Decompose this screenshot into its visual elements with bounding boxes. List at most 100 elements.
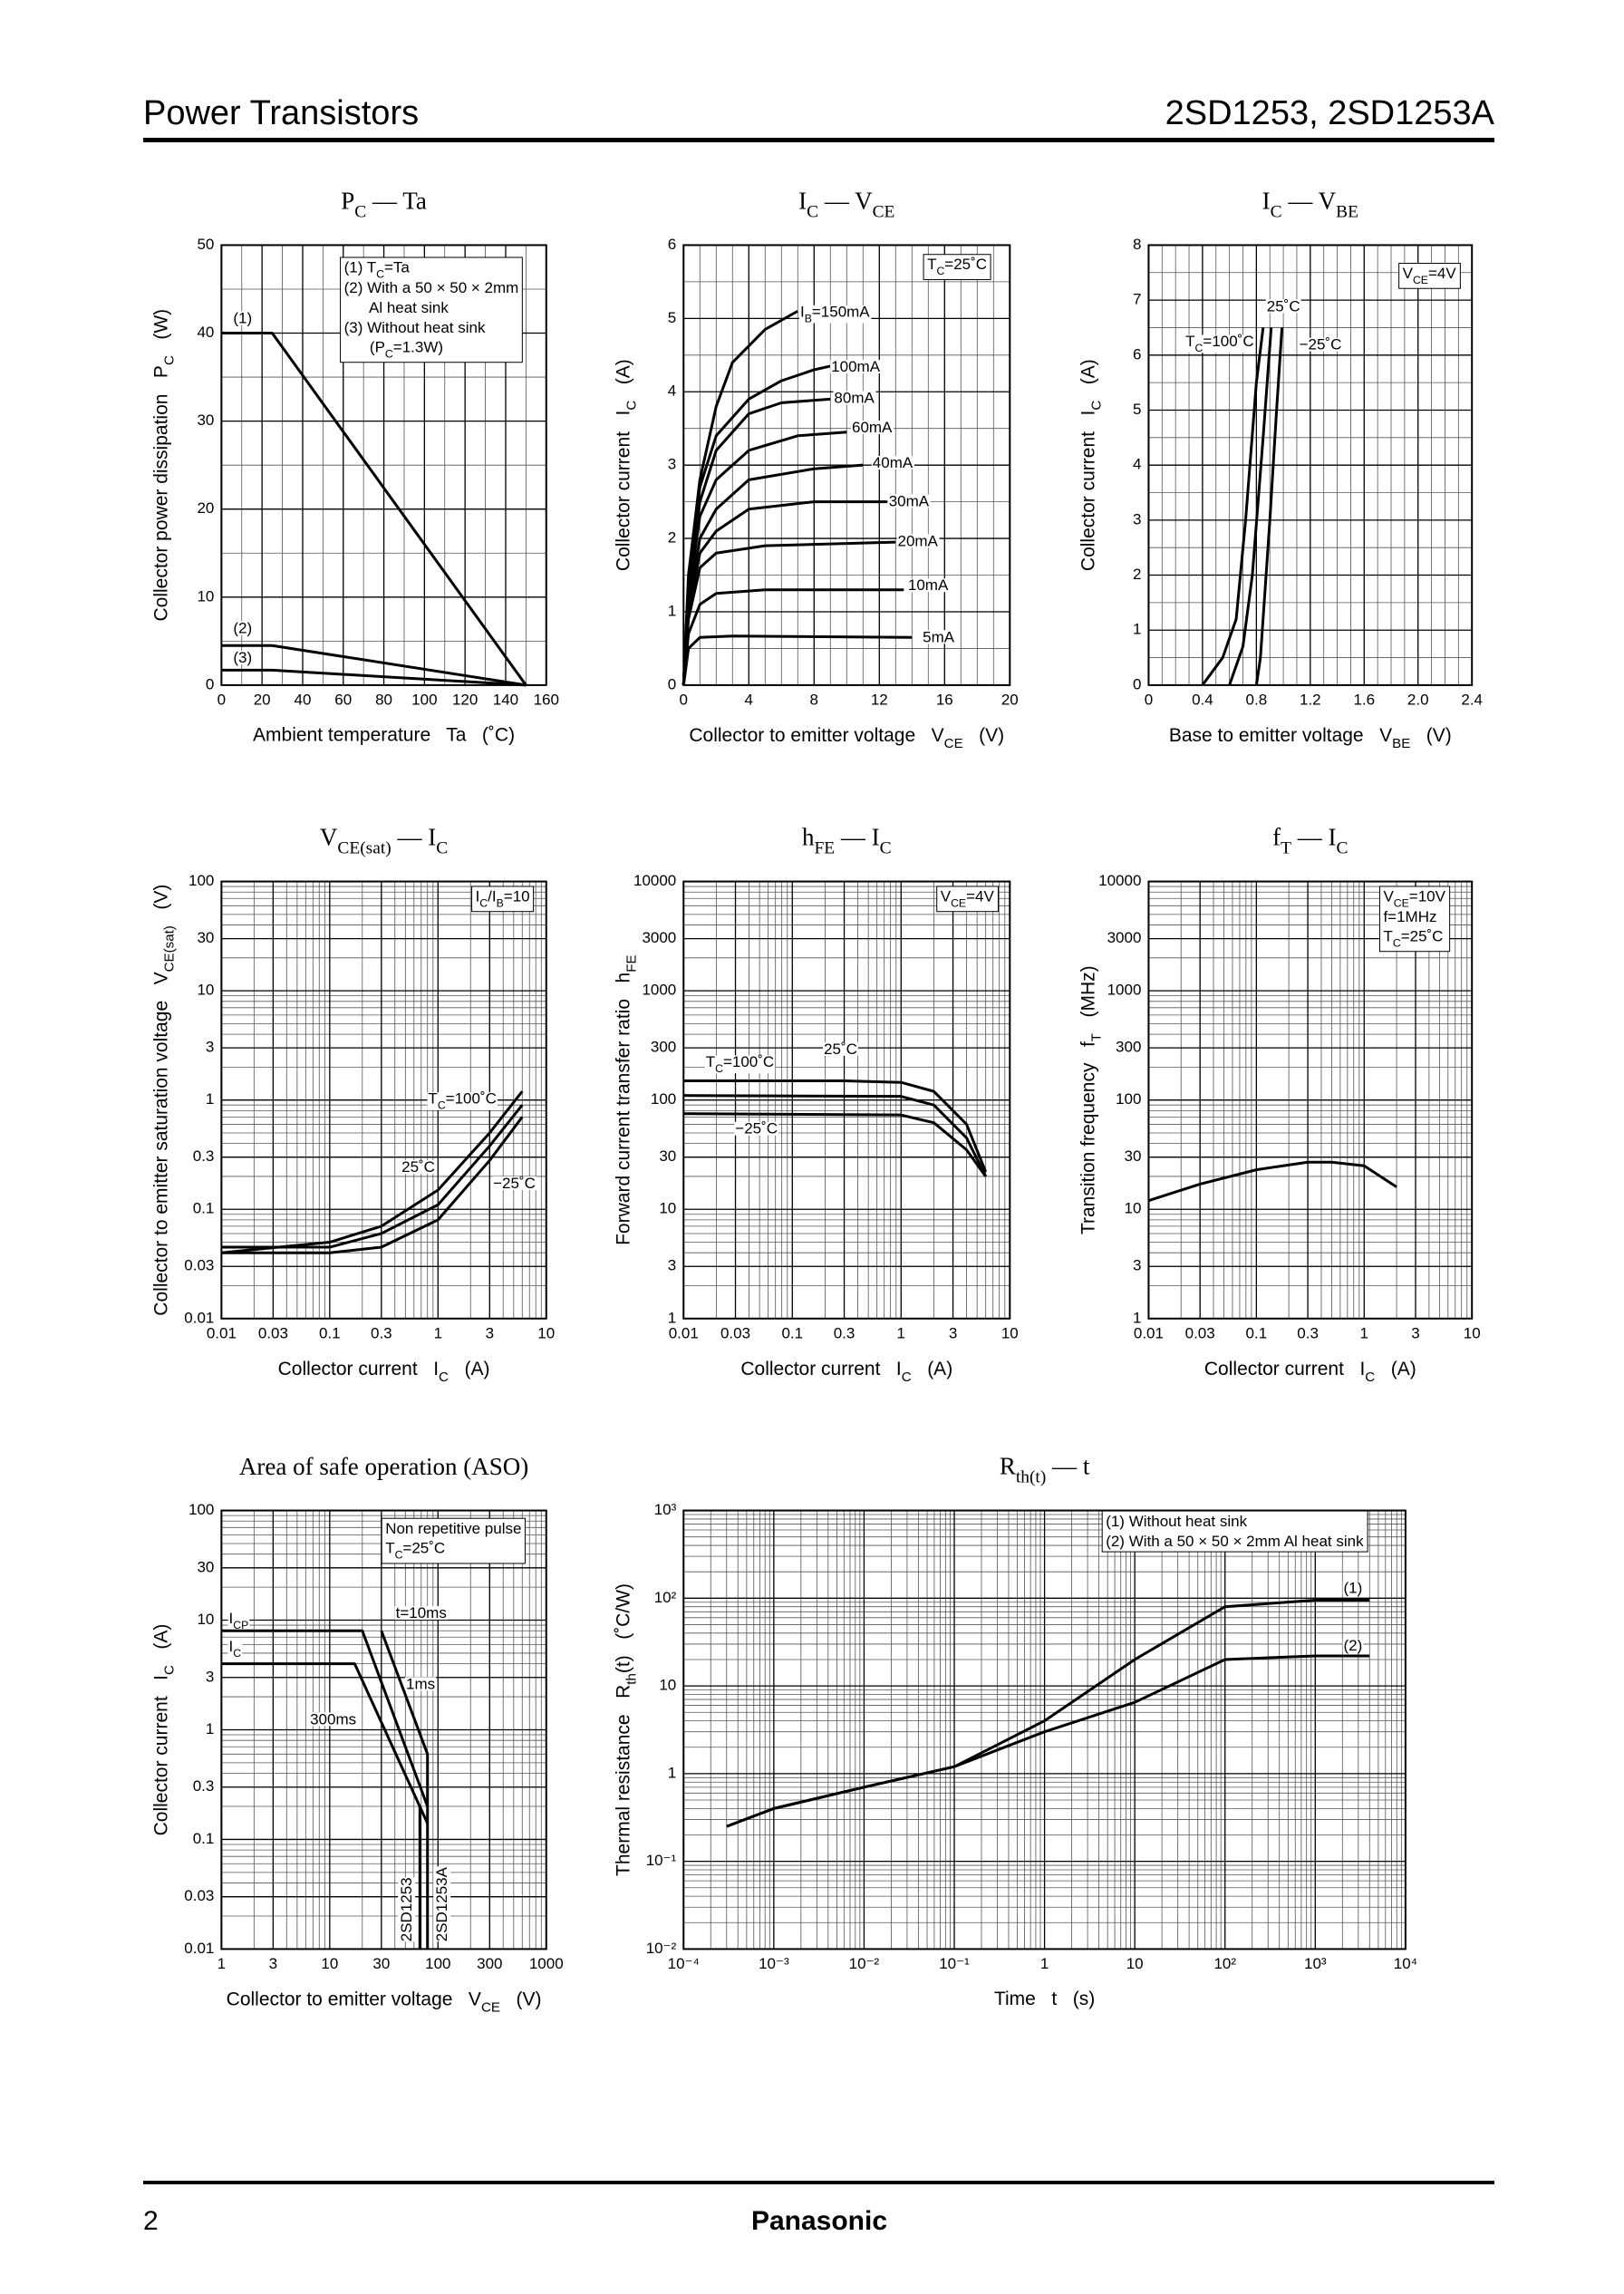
- series-line: [1147, 1160, 1397, 1203]
- y-axis-label: Thermal resistance Rth(t) (˚C/W): [613, 1583, 639, 1876]
- text-part: Collector current I: [740, 1358, 901, 1379]
- text-part: C: [395, 1549, 403, 1562]
- note: (1) TC=Ta: [344, 259, 411, 281]
- y-tick-label: 10²: [654, 1589, 677, 1606]
- x-tick-label: 0.03: [258, 1324, 288, 1341]
- label-bg: [887, 494, 931, 508]
- text-part: Collector current I: [613, 411, 633, 571]
- note: TC=25˚C: [1383, 928, 1443, 950]
- y-axis-label: Transition frequency fT (MHz): [1078, 965, 1104, 1234]
- y-tick-label: 1: [668, 1764, 676, 1781]
- text-part: C: [880, 839, 892, 858]
- label-bg: [798, 305, 872, 324]
- label: IC: [229, 1639, 242, 1660]
- label-bg: [734, 1121, 779, 1136]
- text-part: T: [1281, 839, 1291, 858]
- label-bg: [309, 1712, 358, 1727]
- x-tick-label: 1.2: [1300, 691, 1321, 708]
- y-tick-label: 10000: [633, 872, 676, 889]
- x-tick-label: 0.8: [1246, 691, 1268, 708]
- label-bg: [427, 1092, 498, 1110]
- x-tick-label: 10⁻¹: [939, 1955, 970, 1972]
- note-box: [1101, 1510, 1368, 1553]
- text-part: C: [1195, 342, 1204, 354]
- text-part: CE: [944, 735, 963, 750]
- text-part: T: [428, 1090, 437, 1108]
- text-part: I: [1262, 188, 1271, 215]
- x-tick-label: 20: [254, 691, 271, 708]
- text-part: T: [927, 257, 936, 274]
- series-line: [221, 1090, 524, 1254]
- x-tick-label: 0.03: [1185, 1324, 1215, 1341]
- note-box: [381, 1517, 526, 1564]
- x-tick-label: 1: [1040, 1955, 1049, 1972]
- text-part: C: [1393, 937, 1401, 950]
- series-label: (2): [1343, 1637, 1362, 1654]
- y-tick-label: 40: [197, 324, 214, 341]
- chart-title: Rth(t) — t: [1000, 1453, 1090, 1487]
- note: Non repetitive pulse: [385, 1520, 521, 1537]
- y-tick-label: 1000: [642, 982, 676, 999]
- series-line: [682, 500, 888, 685]
- y-tick-label: 3000: [1107, 929, 1142, 946]
- label-bg: [405, 1677, 437, 1691]
- text-part: C: [936, 265, 944, 277]
- label-bg: [1342, 1638, 1364, 1652]
- text-part: T: [1088, 1033, 1104, 1041]
- y-tick-label: 3: [1133, 510, 1141, 528]
- series-line: [726, 1654, 1370, 1828]
- text-part: T: [385, 1540, 394, 1557]
- text-part: CE(sat): [337, 839, 391, 858]
- series-label: (3): [233, 649, 252, 666]
- chart-title: fT — IC: [1272, 824, 1348, 858]
- y-tick-label: 10: [1125, 1200, 1142, 1217]
- x-tick-label: 10: [1464, 1324, 1481, 1341]
- y-tick-label: 2: [1133, 566, 1141, 583]
- series-line: [683, 1112, 987, 1177]
- label-bg: [232, 651, 254, 665]
- y-tick-label: 10000: [1098, 872, 1141, 889]
- y-tick-label: 4: [668, 382, 676, 400]
- x-tick-label: 10⁴: [1394, 1955, 1417, 1972]
- x-tick-label: 100: [411, 691, 437, 708]
- text-part: T: [706, 1053, 715, 1070]
- text-part: Collector power dissipation P: [150, 365, 171, 621]
- y-tick-label: 100: [651, 1090, 676, 1108]
- text-part: C: [479, 897, 488, 910]
- x-tick-label: 0.1: [319, 1324, 341, 1341]
- chart: 0.01 0.03 0.1 0.3 1 3 10 1 3 10 30 100 300 1000 3000 10…: [613, 824, 1019, 1385]
- x-tick-label: 0.3: [1297, 1324, 1319, 1341]
- series-line: [221, 1662, 430, 1825]
- label-bg: [704, 1055, 776, 1074]
- note: IC/IB=10: [476, 888, 530, 910]
- text-part: h: [802, 824, 815, 851]
- text-part: B: [497, 897, 504, 910]
- series-line: [221, 332, 527, 686]
- text-part: C: [902, 1369, 912, 1384]
- x-tick-label: 3: [486, 1324, 494, 1341]
- label-bg: [232, 311, 254, 325]
- text-part: I: [229, 1611, 234, 1628]
- chart-title: PC — Ta: [341, 188, 427, 222]
- series-line: [221, 644, 527, 687]
- text-part: FE: [814, 839, 835, 858]
- series-label: 300ms: [310, 1710, 356, 1728]
- text-part: C: [438, 1099, 446, 1112]
- y-tick-label: 1: [206, 1090, 214, 1108]
- x-tick-label: 120: [452, 691, 478, 708]
- text-part: — I: [835, 824, 880, 851]
- chart-title: IC — VCE: [798, 188, 894, 222]
- x-axis-label: Collector current IC (A): [740, 1358, 952, 1384]
- y-tick-label: 30: [197, 1558, 214, 1575]
- text-part: (V): [500, 1989, 542, 2009]
- text-part: f: [1272, 824, 1281, 851]
- text-part: CE(sat): [161, 925, 177, 972]
- label-bg: [398, 1877, 416, 1942]
- series-label: 5mA: [923, 628, 955, 645]
- chart-title: IC — VBE: [1262, 188, 1358, 222]
- plot-frame: [1147, 244, 1474, 686]
- x-tick-label: 1000: [529, 1955, 564, 1972]
- x-tick-label: 8: [810, 691, 818, 708]
- text-part: (V): [150, 885, 171, 926]
- note: (3) Without heat sink: [344, 319, 486, 336]
